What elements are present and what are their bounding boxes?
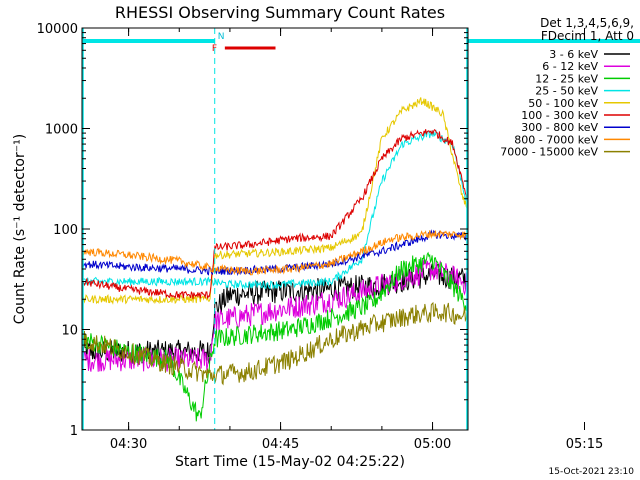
legend-label-7000-15000-kev: 7000 - 15000 keV xyxy=(500,146,598,159)
x-tick-label: 05:15 xyxy=(566,437,603,452)
y-axis-label: Count Rate (s⁻¹ detector⁻¹) xyxy=(12,134,28,324)
legend-label-800-7000-kev: 800 - 7000 keV xyxy=(514,133,598,146)
legend-label-100-300-kev: 100 - 300 keV xyxy=(521,109,598,122)
legend-label-3-6-kev: 3 - 6 keV xyxy=(549,48,598,61)
flare-flag-bar xyxy=(224,46,276,50)
x-tick-label: 04:30 xyxy=(110,437,147,452)
y-tick-label: 1 xyxy=(70,424,78,439)
y-axis: 1 10 100 1000 10000 xyxy=(37,22,468,439)
series-line-25-50-kev xyxy=(82,129,468,290)
series-line-800-7000-kev xyxy=(82,229,468,276)
chart-title: RHESSI Observing Summary Count Rates xyxy=(115,3,445,22)
night-interval-bar xyxy=(468,39,640,43)
series-line-50-100-kev xyxy=(82,97,468,305)
series-line-12-25-kev xyxy=(82,251,468,422)
series-line-100-300-kev xyxy=(82,128,468,300)
x-tick-label: 05:00 xyxy=(414,437,451,452)
legend-label-6-12-kev: 6 - 12 keV xyxy=(542,60,598,73)
legend-label-50-100-kev: 50 - 100 keV xyxy=(528,97,598,110)
legend-header-line-2: FDecim 1, Att 0 xyxy=(541,29,634,43)
legend-label-25-50-kev: 25 - 50 keV xyxy=(535,85,598,98)
x-tick-label: 04:45 xyxy=(262,437,299,452)
y-tick-label: 10 xyxy=(61,324,78,339)
y-tick-label: 1000 xyxy=(45,123,78,138)
night-marker-label: N xyxy=(218,32,225,42)
flare-marker-label: F xyxy=(212,44,217,54)
legend: Det 1,3,4,5,6,9, FDecim 1, Att 0 3 - 6 k… xyxy=(500,16,634,159)
x-axis-label: Start Time (15-May-02 04:25:22) xyxy=(175,454,405,470)
legend-label-12-25-kev: 12 - 25 keV xyxy=(535,72,598,85)
night-interval-bar xyxy=(82,39,215,43)
legend-header-line-1: Det 1,3,4,5,6,9, xyxy=(540,16,634,30)
y-tick-label: 10000 xyxy=(37,22,78,37)
series-line-7000-15000-kev xyxy=(82,301,468,386)
legend-label-300-800-kev: 300 - 800 keV xyxy=(521,121,598,134)
y-tick-label: 100 xyxy=(53,223,78,238)
footer-date: 15-Oct-2021 23:10 xyxy=(549,467,635,477)
series-line-300-800-kev xyxy=(82,229,468,277)
